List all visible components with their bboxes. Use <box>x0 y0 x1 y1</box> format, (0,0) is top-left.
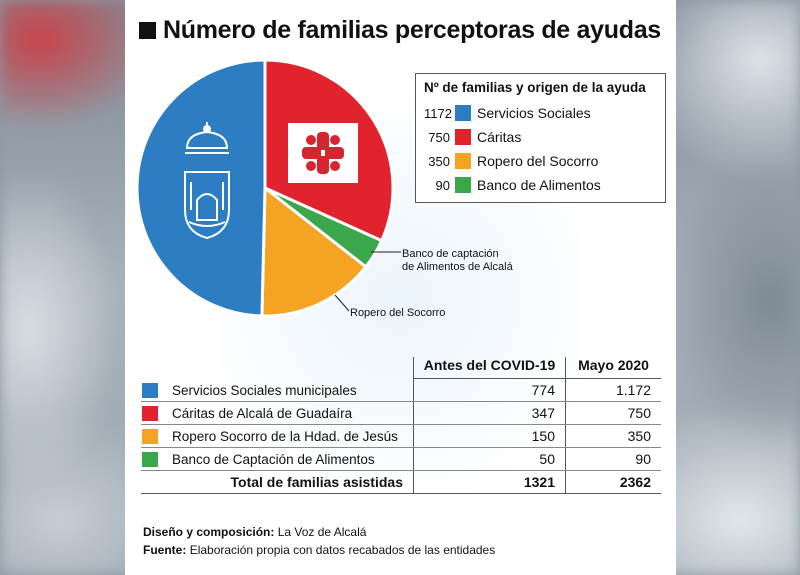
banco-callout-line2: de Alimentos de Alcalá <box>402 261 513 273</box>
total-may: 2362 <box>565 471 661 493</box>
table-row: Banco de Captación de Alimentos 50 90 <box>141 448 661 471</box>
legend-swatch <box>455 105 471 121</box>
total-label: Total de familias asistidas <box>230 474 403 490</box>
column-header-may: Mayo 2020 <box>565 357 661 379</box>
design-credit: Diseño y composición: La Voz de Alcalá <box>143 525 367 539</box>
cell-before: 774 <box>413 379 565 401</box>
legend: Nº de familias y origen de la ayuda 1172… <box>415 73 666 203</box>
row-swatch <box>142 405 158 421</box>
column-header-before: Antes del COVID-19 <box>413 357 565 379</box>
table-row: Servicios Sociales municipales 774 1.172 <box>141 379 661 402</box>
chart-title: Número de familias perceptoras de ayudas <box>163 15 661 44</box>
legend-title: Nº de familias y origen de la ayuda <box>424 80 646 95</box>
table-row: Ropero Socorro de la Hdad. de Jesús 150 … <box>141 425 661 448</box>
legend-item: 90 Banco de Alimentos <box>424 173 657 197</box>
legend-label: Servicios Sociales <box>477 105 591 121</box>
legend-swatch <box>455 129 471 145</box>
row-label: Servicios Sociales municipales <box>172 382 357 398</box>
banco-callout: Banco de captación de Alimentos de Alcal… <box>402 248 513 274</box>
legend-value: 750 <box>428 129 450 145</box>
title-bullet-icon <box>139 21 156 39</box>
legend-label: Cáritas <box>477 129 522 145</box>
title-row: Número de familias perceptoras de ayudas <box>139 10 661 50</box>
legend-item: 350 Ropero del Socorro <box>424 149 657 173</box>
infographic-card: Número de familias perceptoras de ayudas <box>125 0 676 575</box>
total-before: 1321 <box>413 471 565 493</box>
legend-value: 90 <box>435 177 450 193</box>
cell-may: 350 <box>565 425 661 447</box>
legend-value: 1172 <box>424 105 452 121</box>
legend-item: 750 Cáritas <box>424 125 657 149</box>
legend-label: Banco de Alimentos <box>477 177 601 193</box>
row-label: Cáritas de Alcalá de Guadaíra <box>172 405 353 421</box>
cell-before: 150 <box>413 425 565 447</box>
ropero-callout: Ropero del Socorro <box>350 307 446 319</box>
legend-item: 1172 Servicios Sociales <box>424 101 657 125</box>
pie-slice-servicios-sociales <box>135 60 267 318</box>
row-label: Banco de Captación de Alimentos <box>172 451 375 467</box>
row-swatch <box>142 382 158 398</box>
row-swatch <box>142 428 158 444</box>
legend-swatch <box>455 153 471 169</box>
row-swatch <box>142 451 158 467</box>
table-row: Cáritas de Alcalá de Guadaíra 347 750 <box>141 402 661 425</box>
cell-may: 750 <box>565 402 661 424</box>
city-coat-of-arms-icon <box>184 122 230 240</box>
banco-callout-line1: Banco de captación <box>402 248 499 260</box>
cell-may: 1.172 <box>565 379 661 401</box>
legend-swatch <box>455 177 471 193</box>
cell-may: 90 <box>565 448 661 470</box>
cell-before: 50 <box>413 448 565 470</box>
legend-value: 350 <box>428 153 450 169</box>
table-header: Antes del COVID-19 Mayo 2020 <box>141 357 661 379</box>
footer: Diseño y composición: La Voz de Alcalá F… <box>143 523 495 559</box>
pie-chart <box>135 60 401 318</box>
legend-label: Ropero del Socorro <box>477 153 599 169</box>
source-credit: Fuente: Elaboración propia con datos rec… <box>143 543 496 557</box>
row-label: Ropero Socorro de la Hdad. de Jesús <box>172 428 398 444</box>
data-table: Antes del COVID-19 Mayo 2020 Servicios S… <box>141 357 661 494</box>
caritas-logo-icon <box>288 123 358 183</box>
table-total-row: Total de familias asistidas 1321 2362 <box>141 471 661 494</box>
cell-before: 347 <box>413 402 565 424</box>
pie-slice-ropero-del-socorro <box>260 184 368 318</box>
